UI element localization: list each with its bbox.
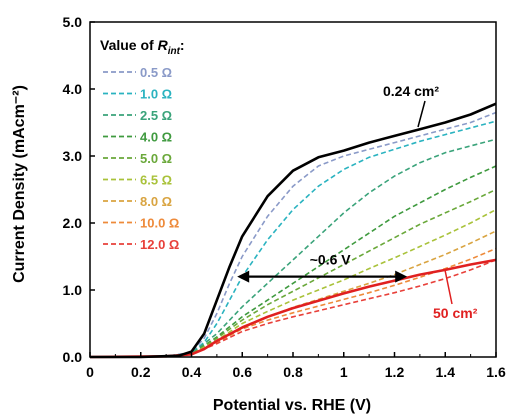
x-tick-label: 0.6 xyxy=(233,364,253,380)
x-tick-label: 0.4 xyxy=(182,364,202,380)
series-group xyxy=(89,102,497,359)
series-line-0-24-cm xyxy=(90,102,497,359)
arrow-head-right xyxy=(395,270,408,283)
series-line-6-5 xyxy=(89,208,497,358)
y-tick-label: 0.0 xyxy=(63,349,83,365)
legend-item-label: 8.0 Ω xyxy=(140,194,172,209)
legend-title-suffix: : xyxy=(180,37,185,53)
label-large-area: 50 cm² xyxy=(433,305,478,321)
series-line-0-5 xyxy=(89,111,497,358)
legend-item-label: 0.5 Ω xyxy=(140,65,172,80)
series-line-12-0 xyxy=(89,259,497,358)
series-line-2-5 xyxy=(89,138,497,358)
label-leader-large-area xyxy=(444,269,453,305)
y-tick-label: 4.0 xyxy=(63,81,83,97)
legend-item-label: 10.0 Ω xyxy=(140,216,179,231)
legend-title: Value of Rint: xyxy=(100,37,185,57)
series-line-5-0 xyxy=(89,188,497,358)
y-axis-title: Current Density (mAcm⁻²) xyxy=(11,85,28,283)
series-line-4-0 xyxy=(89,165,497,358)
label-small-area: 0.24 cm² xyxy=(383,83,439,99)
arrow-label: ~0.6 V xyxy=(310,252,352,268)
arrow-head-left xyxy=(237,270,250,283)
legend-title-symbol: R xyxy=(158,37,169,53)
x-tick-label: 1 xyxy=(340,364,348,380)
legend-item-label: 2.5 Ω xyxy=(140,108,172,123)
annotations: ~0.6 V 0.24 cm² 50 cm² xyxy=(237,83,478,321)
legend-item-label: 6.5 Ω xyxy=(140,173,172,188)
axes: 0.0 1.0 2.0 3.0 4.0 5.0 0 0.2 0.4 0.6 0.8 1 1.2 1.4 1.… xyxy=(63,14,506,380)
x-tick-label: 1.2 xyxy=(385,364,405,380)
y-axis-title-text: Current Density (mAcm⁻²) xyxy=(11,85,28,283)
legend-item-label: 1.0 Ω xyxy=(140,87,172,102)
y-tick-label: 3.0 xyxy=(63,148,83,164)
series-line-1-0 xyxy=(89,120,497,358)
legend: Value of Rint: 0.5 Ω 1.0 Ω 2.5 Ω 4.0 Ω 5.0 Ω… xyxy=(100,37,185,252)
x-tick-label: 1.6 xyxy=(486,364,506,380)
x-axis-title: Potential vs. RHE (V) xyxy=(213,397,371,414)
x-tick-label: 1.4 xyxy=(436,364,456,380)
y-tick-label: 2.0 xyxy=(63,215,83,231)
label-leader-small-area xyxy=(417,100,426,128)
series-line-10-0 xyxy=(89,247,497,358)
y-tick-label: 1.0 xyxy=(63,282,83,298)
legend-item-label: 5.0 Ω xyxy=(140,151,172,166)
x-tick-label: 0 xyxy=(86,364,94,380)
legend-title-prefix: Value of xyxy=(100,37,158,53)
x-tick-label: 0.8 xyxy=(283,364,303,380)
legend-title-subscript: int xyxy=(168,46,181,57)
legend-item-label: 12.0 Ω xyxy=(140,237,179,252)
y-tick-label: 5.0 xyxy=(63,14,83,30)
series-line-50-cm xyxy=(89,258,497,359)
x-tick-label: 0.2 xyxy=(131,364,151,380)
legend-item-label: 4.0 Ω xyxy=(140,130,172,145)
